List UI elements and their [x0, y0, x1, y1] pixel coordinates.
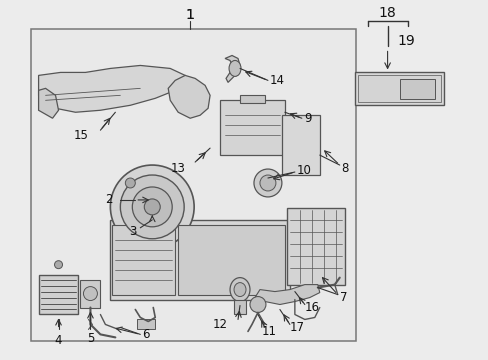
Text: 3: 3: [129, 225, 136, 238]
Text: 1: 1: [185, 8, 194, 22]
Bar: [81, 280, 100, 307]
Ellipse shape: [132, 187, 172, 227]
Text: 2: 2: [104, 193, 112, 206]
Ellipse shape: [260, 175, 275, 191]
Text: 1: 1: [185, 8, 194, 22]
Ellipse shape: [125, 178, 135, 188]
Polygon shape: [224, 55, 240, 82]
Text: 13: 13: [170, 162, 185, 175]
Bar: [137, 319, 155, 329]
Text: 16: 16: [304, 301, 319, 314]
Ellipse shape: [55, 261, 62, 269]
Text: 6: 6: [142, 328, 149, 341]
Ellipse shape: [249, 297, 265, 312]
Bar: [240, 95, 264, 103]
Bar: [357, 75, 441, 102]
Text: 4: 4: [55, 334, 62, 347]
Text: 17: 17: [289, 321, 304, 334]
Ellipse shape: [120, 175, 184, 239]
Text: 8: 8: [341, 162, 348, 175]
Bar: [281, 115, 319, 175]
Ellipse shape: [228, 60, 241, 76]
Ellipse shape: [234, 283, 245, 297]
Text: 9: 9: [303, 112, 311, 125]
Polygon shape: [39, 66, 185, 112]
Ellipse shape: [253, 169, 281, 197]
Bar: [178, 225, 285, 294]
Text: 19: 19: [397, 33, 414, 48]
Text: 5: 5: [86, 332, 94, 345]
Polygon shape: [39, 88, 59, 118]
Text: 10: 10: [296, 163, 311, 176]
Text: 18: 18: [378, 6, 396, 20]
Text: 11: 11: [262, 325, 276, 338]
Bar: [112, 225, 175, 294]
Ellipse shape: [144, 199, 160, 215]
Bar: [39, 275, 78, 315]
Text: 12: 12: [213, 318, 227, 331]
Bar: [399, 80, 435, 99]
Bar: [110, 220, 289, 300]
Polygon shape: [254, 285, 319, 305]
Text: 7: 7: [339, 291, 346, 304]
Bar: [234, 300, 245, 315]
Ellipse shape: [229, 278, 249, 302]
Bar: [220, 100, 285, 155]
Text: 14: 14: [269, 74, 285, 87]
Bar: [286, 208, 344, 285]
Ellipse shape: [110, 165, 194, 249]
Bar: [354, 72, 444, 105]
Bar: [31, 28, 355, 341]
Polygon shape: [168, 75, 210, 118]
Text: 15: 15: [73, 129, 88, 142]
Ellipse shape: [83, 287, 97, 301]
